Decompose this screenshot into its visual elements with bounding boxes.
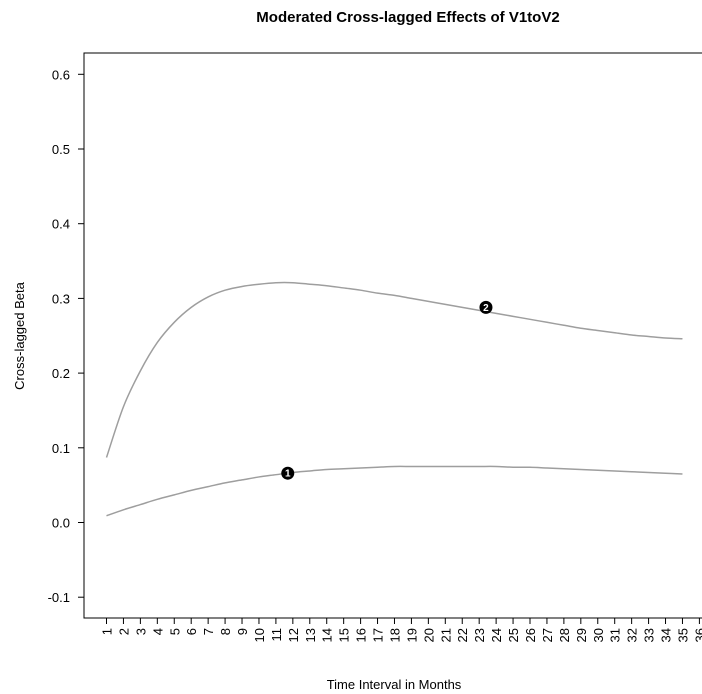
x-tick-label: 33	[642, 628, 657, 642]
x-tick-label: 2	[116, 628, 131, 635]
x-tick-label: 25	[506, 628, 521, 642]
x-tick-label: 17	[371, 628, 386, 642]
x-tick-label: 12	[286, 628, 301, 642]
x-tick-label: 19	[404, 628, 419, 642]
x-tick-label: 28	[557, 628, 572, 642]
x-axis: 1 2 3 4 5 6 7 8 9 10 11 12 13 14 15 16 17 18 19 20 21 22 23 24 2…	[100, 618, 702, 642]
x-tick-label: 36	[692, 628, 702, 642]
x-tick-label: 22	[455, 628, 470, 642]
x-tick-label: 32	[625, 628, 640, 642]
x-tick-label: 8	[218, 628, 233, 635]
y-axis-label: Cross-lagged Beta	[12, 281, 27, 389]
x-tick-label: 11	[269, 628, 284, 642]
x-tick-label: 10	[252, 628, 267, 642]
x-tick-label: 26	[523, 628, 538, 642]
x-tick-label: 20	[421, 628, 436, 642]
x-tick-label: 30	[591, 628, 606, 642]
x-axis-label: Time Interval in Months	[327, 677, 462, 692]
y-tick-label: 0.4	[52, 217, 70, 232]
x-tick-label: 18	[387, 628, 402, 642]
x-tick-label: 24	[489, 628, 504, 642]
series-marker-1	[479, 300, 493, 314]
chart-title: Moderated Cross-lagged Effects of V1toV2	[256, 9, 559, 26]
x-tick-label: 14	[320, 628, 335, 642]
series-marker-label-1: 2	[483, 303, 489, 314]
x-tick-label: 13	[303, 628, 318, 642]
x-tick-label: 9	[235, 628, 250, 635]
x-tick-label: 4	[150, 628, 165, 635]
plot-frame	[83, 52, 702, 619]
series-group	[105, 281, 683, 517]
x-tick-label: 3	[133, 628, 148, 635]
x-tick-label: 15	[337, 628, 352, 642]
y-tick-label: 0.2	[52, 366, 70, 381]
x-tick-label: 21	[438, 628, 453, 642]
x-tick-label: 6	[184, 628, 199, 635]
x-tick-label: 34	[659, 628, 674, 642]
y-axis: -0.1 0.0 0.1 0.2 0.3 0.4 0.5 0.6	[48, 67, 84, 605]
x-tick-label: 31	[608, 628, 623, 642]
x-tick-label: 1	[100, 628, 115, 635]
x-tick-label: 7	[201, 628, 216, 635]
y-tick-label: 0.5	[52, 142, 70, 157]
y-tick-label: 0.3	[52, 291, 70, 306]
series-line-2	[106, 465, 683, 517]
y-tick-label: 0.0	[52, 516, 70, 531]
x-tick-label: 35	[675, 628, 690, 642]
x-tick-label: 23	[472, 628, 487, 642]
series-marker-2	[281, 466, 295, 480]
x-tick-label: 16	[354, 628, 369, 642]
y-tick-label: -0.1	[48, 590, 70, 605]
series-marker-label-2: 1	[285, 469, 291, 480]
y-tick-label: 0.1	[52, 441, 70, 456]
x-tick-label: 29	[574, 628, 589, 642]
x-tick-label: 5	[167, 628, 182, 635]
markers-group: 21	[281, 300, 493, 480]
y-tick-label: 0.6	[52, 67, 70, 82]
series-line-1	[105, 281, 683, 458]
x-tick-label: 27	[540, 628, 555, 642]
